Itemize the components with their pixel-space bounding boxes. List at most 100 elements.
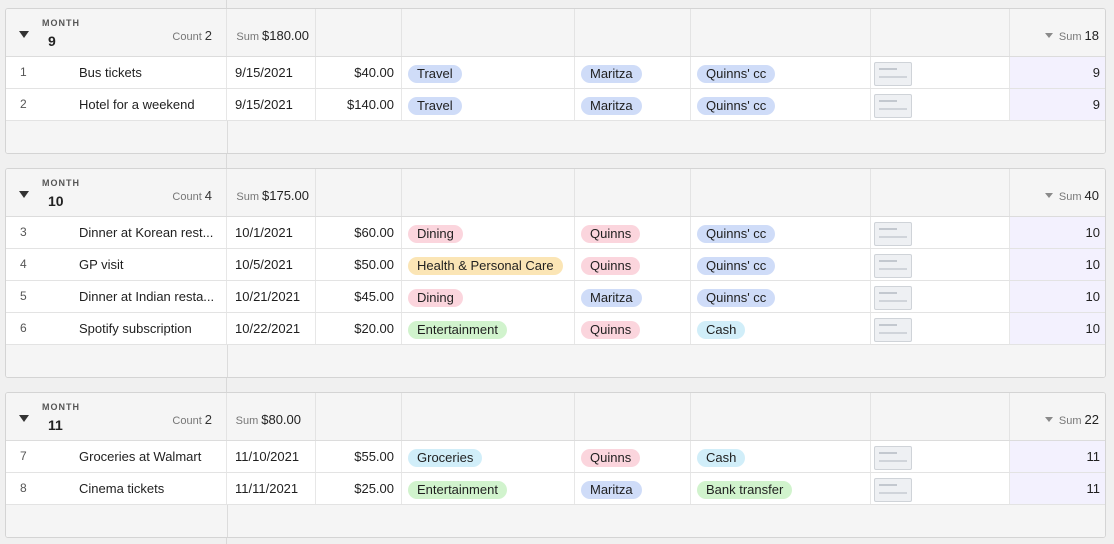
- date-cell[interactable]: 9/15/2021: [227, 57, 316, 88]
- date-cell[interactable]: 10/21/2021: [227, 281, 316, 312]
- sum-value: 40: [1084, 188, 1099, 203]
- paid-by-cell[interactable]: Maritza: [575, 473, 691, 504]
- month-group: MONTH 10 Count 4 Sum $175.00 Sum 40 3 Dinner at K…: [5, 168, 1106, 378]
- date-cell[interactable]: 10/5/2021: [227, 249, 316, 280]
- amount-cell[interactable]: $60.00: [316, 217, 402, 248]
- month-cell[interactable]: 11: [1010, 441, 1105, 472]
- expense-name-cell[interactable]: GP visit: [76, 249, 227, 280]
- category-cell[interactable]: Dining: [402, 281, 575, 312]
- payment-method-cell[interactable]: Bank transfer: [691, 473, 871, 504]
- month-cell[interactable]: 10: [1010, 217, 1105, 248]
- table-row[interactable]: 3 Dinner at Korean rest... 10/1/2021 $60.00…: [6, 217, 1105, 249]
- caret-down-icon[interactable]: [1044, 33, 1053, 38]
- receipt-thumbnail-icon[interactable]: [874, 285, 912, 310]
- expense-name-cell[interactable]: Spotify subscription: [76, 313, 227, 344]
- paid-by-cell[interactable]: Maritza: [575, 57, 691, 88]
- receipt-cell[interactable]: [871, 57, 1010, 88]
- row-number: 6: [20, 321, 27, 335]
- payment-method-cell[interactable]: Cash: [691, 441, 871, 472]
- receipt-cell[interactable]: [871, 281, 1010, 312]
- date-cell[interactable]: 10/22/2021: [227, 313, 316, 344]
- date-cell[interactable]: 9/15/2021: [227, 89, 316, 120]
- receipt-cell[interactable]: [871, 441, 1010, 472]
- amount-cell[interactable]: $45.00: [316, 281, 402, 312]
- group-footer-add-row[interactable]: [6, 505, 1105, 537]
- table-row[interactable]: 7 Groceries at Walmart 11/10/2021 $55.00 Gro…: [6, 441, 1105, 473]
- amount-cell[interactable]: $20.00: [316, 313, 402, 344]
- amount-cell[interactable]: $50.00: [316, 249, 402, 280]
- month-group: MONTH 11 Count 2 Sum $80.00 Sum 22 7 Groceries at…: [5, 392, 1106, 538]
- payment-method-cell[interactable]: Quinns' cc: [691, 281, 871, 312]
- table-row[interactable]: 4 GP visit 10/5/2021 $50.00 Health & Persona…: [6, 249, 1105, 281]
- payment-method-cell[interactable]: Quinns' cc: [691, 89, 871, 120]
- payment-method-cell[interactable]: Quinns' cc: [691, 217, 871, 248]
- triangle-down-icon[interactable]: [19, 415, 29, 422]
- expense-name-cell[interactable]: Bus tickets: [76, 57, 227, 88]
- category-cell[interactable]: Entertainment: [402, 313, 575, 344]
- payment-method-cell[interactable]: Quinns' cc: [691, 249, 871, 280]
- expense-name-cell[interactable]: Dinner at Indian resta...: [76, 281, 227, 312]
- receipt-cell[interactable]: [871, 249, 1010, 280]
- category-tag: Dining: [408, 288, 463, 307]
- row-number: 1: [20, 65, 27, 79]
- category-cell[interactable]: Health & Personal Care: [402, 249, 575, 280]
- receipt-thumbnail-icon[interactable]: [874, 221, 912, 246]
- paid-by-cell[interactable]: Maritza: [575, 281, 691, 312]
- group-footer-add-row[interactable]: [6, 345, 1105, 377]
- expense-name-cell[interactable]: Dinner at Korean rest...: [76, 217, 227, 248]
- receipt-thumbnail-icon[interactable]: [874, 61, 912, 86]
- receipt-thumbnail-icon[interactable]: [874, 253, 912, 278]
- receipt-cell[interactable]: [871, 313, 1010, 344]
- paid-by-cell[interactable]: Quinns: [575, 441, 691, 472]
- payment-tag: Quinns' cc: [697, 64, 776, 83]
- category-cell[interactable]: Travel: [402, 57, 575, 88]
- triangle-down-icon[interactable]: [19, 191, 29, 198]
- month-cell[interactable]: 10: [1010, 249, 1105, 280]
- triangle-down-icon[interactable]: [19, 31, 29, 38]
- month-cell[interactable]: 9: [1010, 57, 1105, 88]
- month-cell[interactable]: 10: [1010, 281, 1105, 312]
- expense-name-cell[interactable]: Hotel for a weekend: [76, 89, 227, 120]
- group-footer-add-row[interactable]: [6, 121, 1105, 153]
- table-row[interactable]: 1 Bus tickets 9/15/2021 $40.00 Travel Maritza…: [6, 57, 1105, 89]
- category-cell[interactable]: Travel: [402, 89, 575, 120]
- month-cell[interactable]: 9: [1010, 89, 1105, 120]
- receipt-cell[interactable]: [871, 89, 1010, 120]
- table-row[interactable]: 8 Cinema tickets 11/11/2021 $25.00 Entertain…: [6, 473, 1105, 505]
- category-cell[interactable]: Groceries: [402, 441, 575, 472]
- amount-cell[interactable]: $55.00: [316, 441, 402, 472]
- receipt-cell[interactable]: [871, 473, 1010, 504]
- table-row[interactable]: 6 Spotify subscription 10/22/2021 $20.00 Ent…: [6, 313, 1105, 345]
- date-cell[interactable]: 10/1/2021: [227, 217, 316, 248]
- paid-by-cell[interactable]: Quinns: [575, 249, 691, 280]
- category-cell[interactable]: Dining: [402, 217, 575, 248]
- month-cell[interactable]: 11: [1010, 473, 1105, 504]
- table-row[interactable]: 2 Hotel for a weekend 9/15/2021 $140.00 Trav…: [6, 89, 1105, 121]
- receipt-thumbnail-icon[interactable]: [874, 445, 912, 470]
- amount-cell[interactable]: $40.00: [316, 57, 402, 88]
- date-cell[interactable]: 11/10/2021: [227, 441, 316, 472]
- header-column-divider: [6, 9, 1010, 56]
- receipt-thumbnail-icon[interactable]: [874, 93, 912, 118]
- receipt-thumbnail-icon[interactable]: [874, 317, 912, 342]
- header-column-divider: [6, 169, 691, 216]
- month-cell[interactable]: 10: [1010, 313, 1105, 344]
- table-row[interactable]: 5 Dinner at Indian resta... 10/21/2021 $45.…: [6, 281, 1105, 313]
- count-value: 2: [204, 28, 212, 43]
- person-tag: Maritza: [581, 64, 642, 83]
- paid-by-cell[interactable]: Maritza: [575, 89, 691, 120]
- receipt-cell[interactable]: [871, 217, 1010, 248]
- expense-name-cell[interactable]: Cinema tickets: [76, 473, 227, 504]
- paid-by-cell[interactable]: Quinns: [575, 313, 691, 344]
- amount-cell[interactable]: $140.00: [316, 89, 402, 120]
- category-cell[interactable]: Entertainment: [402, 473, 575, 504]
- caret-down-icon[interactable]: [1044, 417, 1053, 422]
- receipt-thumbnail-icon[interactable]: [874, 477, 912, 502]
- payment-method-cell[interactable]: Quinns' cc: [691, 57, 871, 88]
- caret-down-icon[interactable]: [1044, 193, 1053, 198]
- amount-cell[interactable]: $25.00: [316, 473, 402, 504]
- paid-by-cell[interactable]: Quinns: [575, 217, 691, 248]
- payment-method-cell[interactable]: Cash: [691, 313, 871, 344]
- expense-name-cell[interactable]: Groceries at Walmart: [76, 441, 227, 472]
- date-cell[interactable]: 11/11/2021: [227, 473, 316, 504]
